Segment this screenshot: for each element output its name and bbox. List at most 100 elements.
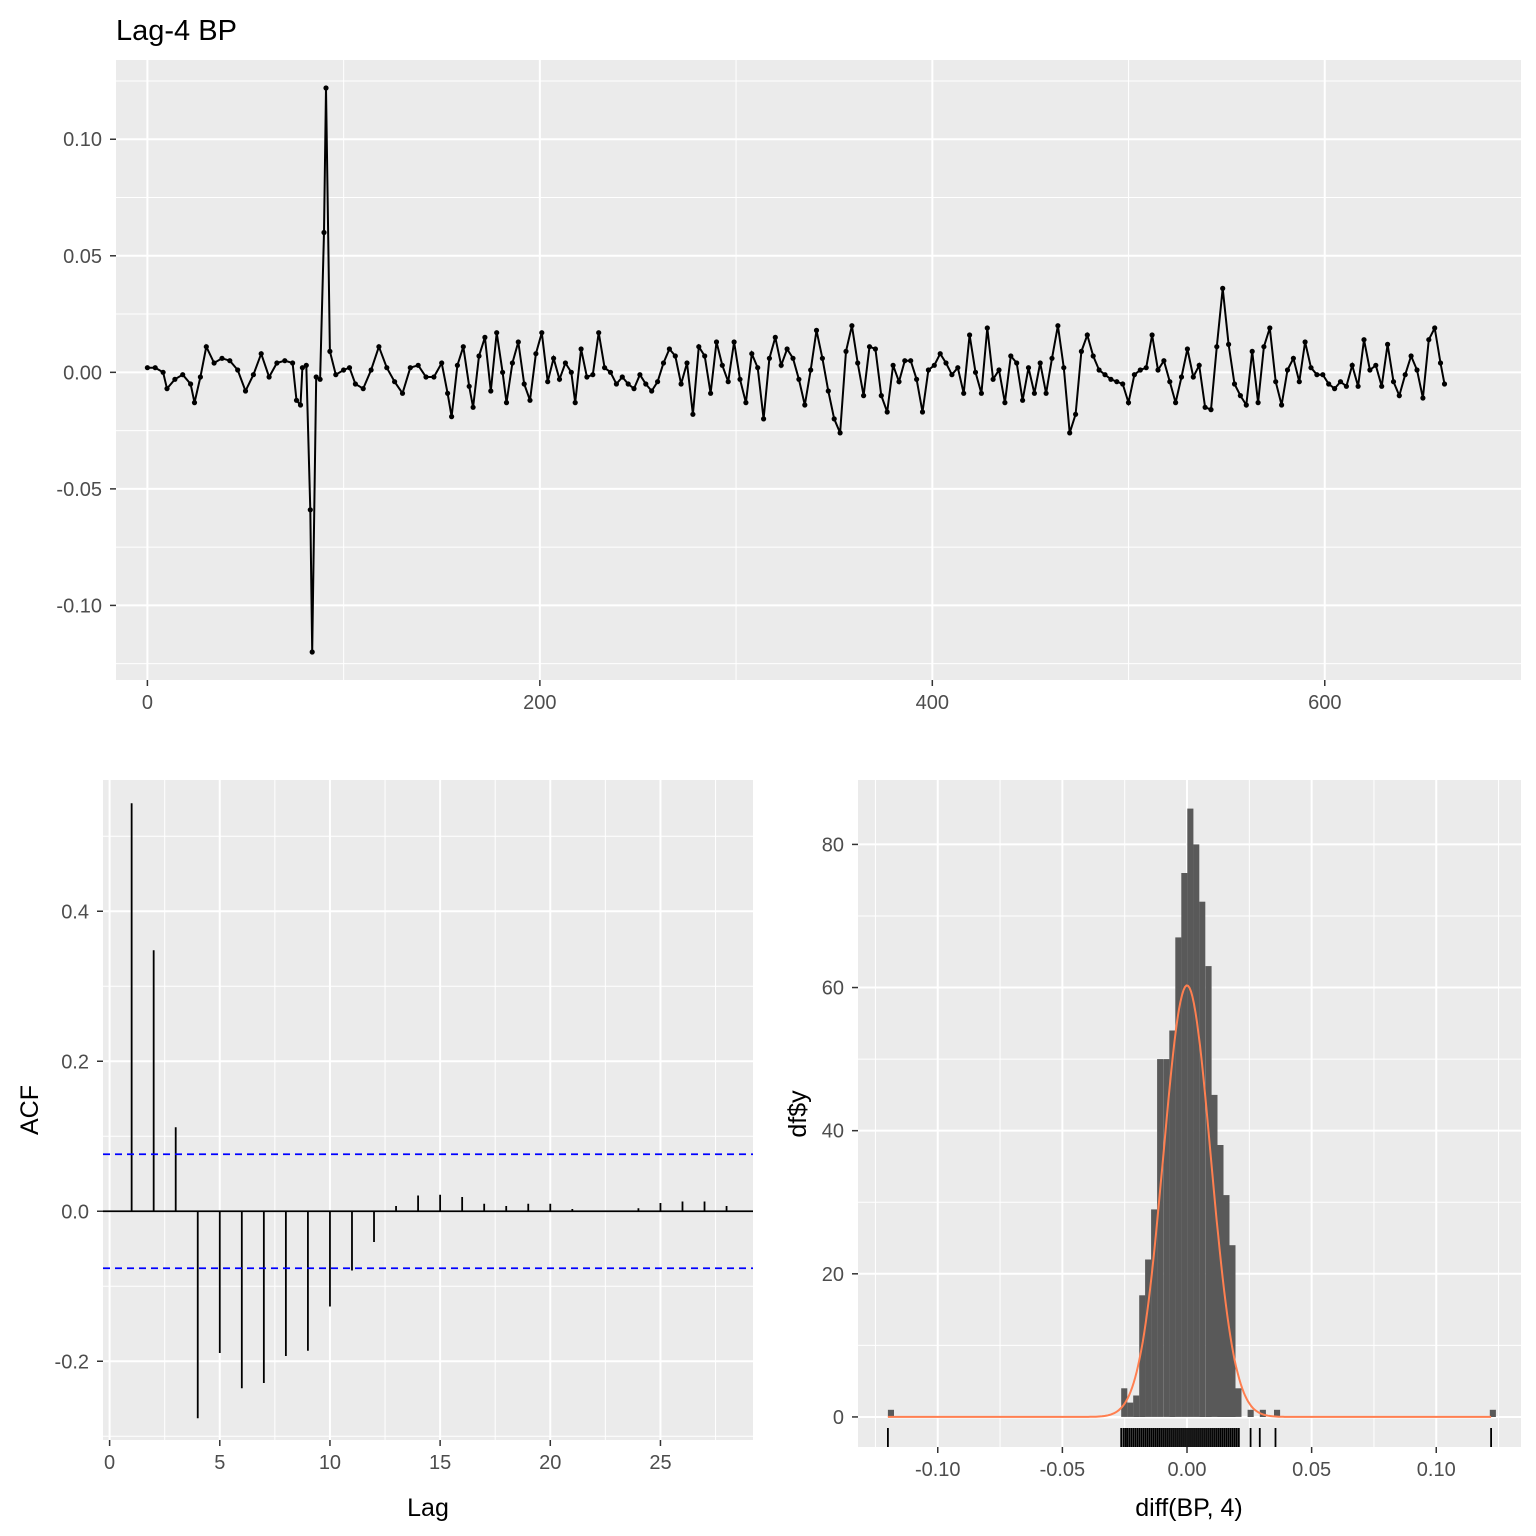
histogram-panel: -0.10 -0.05 0.00 0.05 0.10 0 20 40 60 80 diff(BP,… [784,780,1521,1522]
ts-point [191,400,198,406]
ts-point [1390,379,1397,385]
ts-point [1220,285,1226,291]
ts-point [445,390,451,396]
ts-point [1273,379,1279,385]
ts-point [1196,362,1202,368]
ts-point [266,374,272,380]
ts-point [258,351,264,357]
ts-point [1249,348,1255,354]
ts-point [172,376,178,382]
ts-point [407,365,413,371]
ts-point [607,369,614,375]
ts-point [737,376,743,382]
ts-point [649,388,655,394]
ts-point [1396,393,1402,399]
ts-point [1037,360,1043,366]
ts-point [866,344,873,350]
ts-point [643,381,649,387]
acf-x-tick-label: 10 [319,1452,341,1474]
hist-bar [1193,844,1200,1417]
ts-point [211,360,217,366]
ts-point [690,411,696,417]
ts-point [415,362,421,368]
ts-point [1114,379,1120,385]
acf-x-tick-label: 15 [429,1452,451,1474]
hist-bar [1489,1409,1496,1417]
ts-point [333,372,339,378]
ts-point [1379,383,1385,389]
figure-title: Lag-4 BP [116,15,237,47]
ts-point [955,365,961,371]
ts-y-tick-label: 0.05 [63,246,102,268]
acf-x-tick-label: 5 [214,1452,225,1474]
hist-bar [1247,1409,1254,1417]
hist-bar [1163,1059,1170,1417]
ts-point [360,386,366,392]
ts-point [831,416,837,422]
ts-point [672,353,678,359]
ts-point [902,358,908,364]
ts-point [144,365,150,371]
ts-point [1061,365,1067,371]
ts-point [1084,332,1090,338]
ts-point [619,374,625,380]
ts-point [590,372,596,378]
ts-point [1437,360,1444,366]
ts-point [978,390,985,396]
ts-point [1373,362,1379,368]
ts-point [943,360,949,366]
ts-point [837,430,843,436]
ts-point [500,369,506,375]
hist-x-tick-label: 0.05 [1292,1459,1331,1481]
ts-point [274,360,280,366]
ts-point [1314,372,1320,378]
ts-point [1184,346,1190,352]
ts-point [392,379,398,385]
ts-point [152,365,158,371]
ts-point [1385,341,1391,347]
hist-x-tick-label: 0.00 [1168,1459,1207,1481]
ts-point [772,334,778,340]
ts-point [439,360,445,366]
ts-point [1102,372,1108,378]
ts-point [1131,372,1137,378]
acf-y-tick-label: 0.4 [61,901,89,923]
ts-point [990,376,996,382]
acf-x-tick-label: 25 [649,1452,671,1474]
ts-point [539,330,545,336]
ts-point [1231,381,1238,387]
ts-point [919,409,926,415]
ts-point [825,388,831,394]
ts-point [521,381,527,387]
ts-point [584,374,590,380]
ts-point [813,327,820,333]
ts-point [1332,386,1338,392]
ts-point [1308,365,1314,371]
ts-point [488,388,494,394]
ts-x-tick-label: 200 [523,692,556,714]
ts-point [1267,325,1273,331]
ts-point [784,346,790,352]
ts-point [509,360,515,366]
ts-point [1090,353,1096,359]
ts-point [766,355,773,361]
ts-point [613,381,620,387]
hist-bar [1139,1295,1146,1417]
ts-point [790,355,796,361]
ts-point [1420,395,1426,401]
ts-point [1049,355,1055,361]
ts-point [1320,372,1326,378]
hist-y-tick-label: 60 [822,978,844,1000]
ts-point [299,365,305,371]
ts-point [1014,360,1020,366]
ts-point [1326,381,1332,387]
hist-bar [1151,1209,1158,1417]
ts-point [476,353,482,359]
ts-point [1055,323,1061,329]
ts-point [984,325,990,331]
time-series-axes: 0 200 400 600 0.10 0.05 0.00 -0.05 -0.10 [56,129,1341,714]
ts-point [855,360,861,366]
ts-point [313,374,319,380]
hist-bar [1235,1388,1242,1417]
ts-point [303,362,309,368]
